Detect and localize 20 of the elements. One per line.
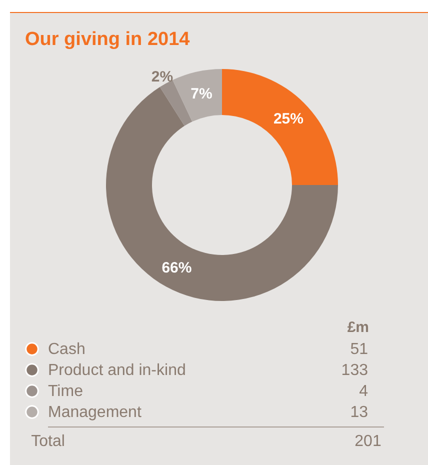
donut-slice — [172, 69, 222, 122]
legend-label: Time — [48, 383, 84, 400]
text: 201 — [354, 433, 382, 450]
text: Total — [31, 433, 65, 450]
legend-label: Product and in-kind — [48, 362, 186, 379]
donut-slice — [160, 80, 192, 126]
donut-slice — [106, 87, 338, 301]
data-label: 2% — [151, 68, 174, 86]
text: 13 — [350, 404, 368, 421]
text: 133 — [341, 362, 368, 379]
legend-title: £m — [347, 319, 369, 336]
legend-label: Cash — [48, 341, 86, 358]
legend-label: Management — [48, 404, 142, 421]
donut-slice — [222, 69, 338, 185]
text: 4 — [359, 383, 368, 400]
data-label: 7% — [190, 85, 212, 102]
data-label: 25% — [273, 110, 304, 128]
chart-title: Our giving in 2014 — [25, 29, 190, 50]
data-label: 66% — [162, 259, 192, 276]
text: 51 — [350, 341, 368, 358]
